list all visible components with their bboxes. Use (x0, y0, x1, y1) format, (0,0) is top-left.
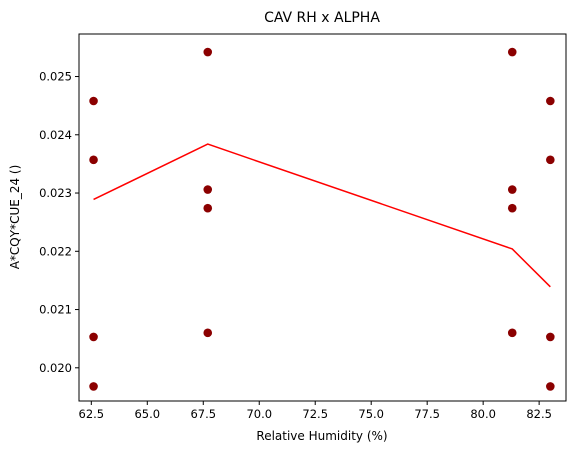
plot-area (89, 47, 555, 391)
y-tick-label-3: 0.023 (39, 186, 72, 200)
scatter-point-1 (89, 155, 98, 165)
scatter-point-3 (89, 382, 98, 391)
x-tick-label-2: 67.5 (190, 407, 216, 421)
x-tick-label-0: 62.5 (79, 407, 105, 421)
x-axis-label: Relative Humidity (%) (256, 429, 387, 443)
scatter-point-9 (507, 185, 517, 194)
y-tick-label-5: 0.025 (39, 70, 72, 84)
y-axis-ticks: 0.020 0.021 0.022 0.023 0.024 0.025 (39, 70, 79, 375)
y-axis-label: A*CQY*CUE_24 () (8, 165, 22, 270)
scatter-point-10 (507, 203, 517, 213)
x-tick-label-8: 82.5 (526, 407, 552, 421)
scatter-point-14 (546, 332, 555, 342)
x-tick-label-6: 77.5 (414, 407, 440, 421)
x-axis-ticks: 62.5 65.0 67.5 70.0 72.5 75.0 77.5 80.0 82.5 (79, 401, 552, 421)
scatter-point-7 (203, 328, 213, 338)
x-tick-label-1: 65.0 (134, 407, 160, 421)
scatter-point-6 (203, 203, 213, 213)
scatter-point-2 (89, 332, 98, 342)
y-tick-label-0: 0.020 (39, 361, 72, 375)
y-tick-label-4: 0.024 (39, 128, 72, 142)
scatter-point-15 (546, 382, 555, 391)
x-tick-label-5: 75.0 (358, 407, 384, 421)
trend-line (93, 143, 551, 288)
y-tick-label-1: 0.021 (39, 303, 72, 317)
chart-title: CAV RH x ALPHA (264, 10, 380, 26)
scatter-point-0 (89, 96, 98, 106)
x-tick-label-3: 70.0 (246, 407, 272, 421)
scatter-point-12 (546, 96, 555, 106)
scatter-point-5 (203, 185, 213, 194)
axes-frame (78, 33, 567, 402)
x-tick-label-4: 72.5 (302, 407, 328, 421)
scatter-point-13 (546, 155, 555, 165)
y-tick-label-2: 0.022 (39, 244, 72, 258)
x-tick-label-7: 80.0 (470, 407, 496, 421)
scatter-point-11 (507, 328, 517, 338)
scatter-point-4 (203, 47, 213, 57)
scatter-point-8 (507, 47, 517, 57)
